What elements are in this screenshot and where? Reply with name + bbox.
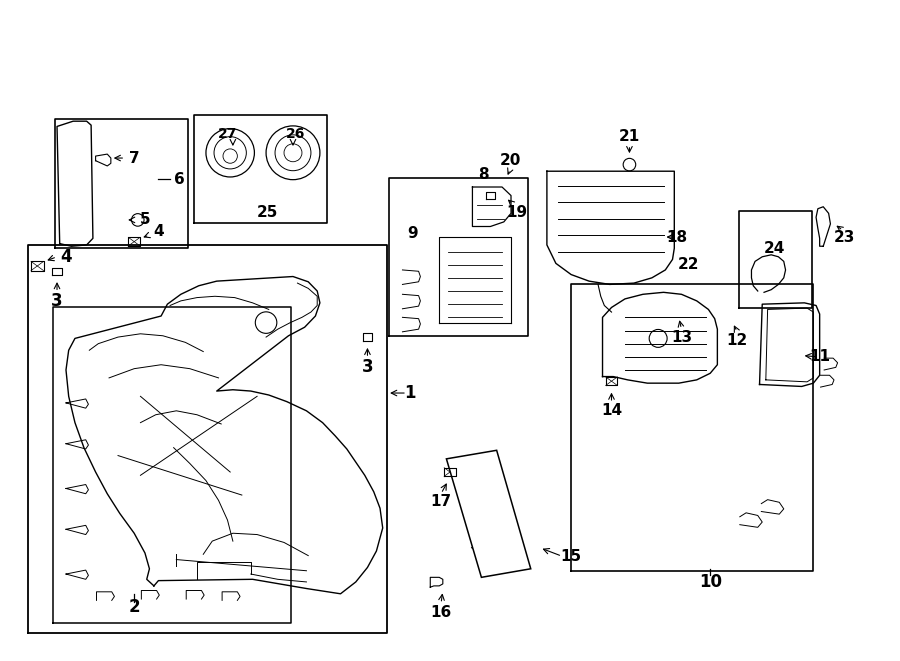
Text: 17: 17 [430,494,452,509]
Text: 21: 21 [619,129,640,144]
Text: 27: 27 [218,128,238,141]
Text: 19: 19 [506,204,527,219]
Text: 22: 22 [678,257,699,272]
Circle shape [223,149,238,163]
Text: 12: 12 [726,333,748,348]
Text: 15: 15 [561,549,581,564]
Text: 16: 16 [430,605,452,620]
Text: 25: 25 [256,204,278,219]
Text: 5: 5 [140,212,150,227]
Polygon shape [446,450,531,577]
Text: 3: 3 [51,292,63,310]
Text: 9: 9 [407,225,418,241]
Text: 23: 23 [834,229,856,245]
Text: 14: 14 [601,403,622,418]
Text: 2: 2 [129,598,140,616]
Text: 10: 10 [698,573,722,591]
Text: 4: 4 [60,248,72,266]
Text: 13: 13 [670,330,692,344]
Text: 4: 4 [153,224,164,239]
Text: 24: 24 [764,241,786,256]
Text: 18: 18 [666,229,688,245]
Text: 3: 3 [362,358,374,375]
Text: 7: 7 [129,151,140,165]
Text: 6: 6 [174,172,184,186]
Text: 1: 1 [404,384,416,402]
Text: 26: 26 [286,128,305,141]
Text: 11: 11 [809,349,830,364]
Text: 8: 8 [478,167,489,182]
Text: 20: 20 [500,153,521,168]
